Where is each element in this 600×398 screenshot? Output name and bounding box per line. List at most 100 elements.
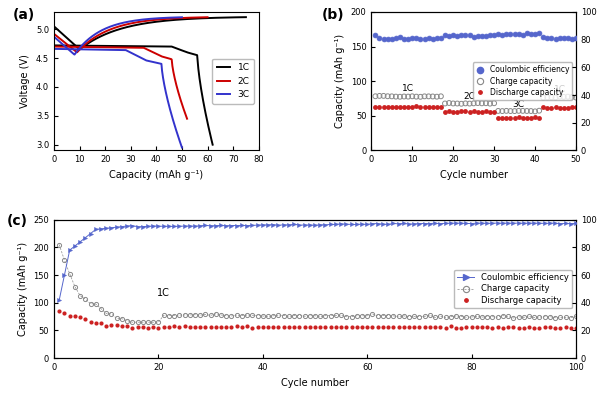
Point <box>535 107 544 114</box>
Point <box>571 35 581 41</box>
Point <box>452 109 462 115</box>
Point <box>571 94 581 101</box>
Point <box>522 115 532 121</box>
Point <box>559 35 569 41</box>
Point <box>391 35 401 41</box>
Point <box>461 108 470 115</box>
Point <box>424 93 433 100</box>
Point <box>465 108 475 115</box>
Y-axis label: Voltage (V): Voltage (V) <box>20 54 31 108</box>
Point <box>461 32 470 39</box>
Legend: Coulombic efficiency, Charge capacity, Discharge capacity: Coulombic efficiency, Charge capacity, D… <box>473 62 572 100</box>
Point <box>469 108 478 114</box>
Point <box>493 31 503 38</box>
Point <box>395 104 405 111</box>
X-axis label: Cycle number: Cycle number <box>440 170 508 180</box>
Point <box>412 103 421 109</box>
Point <box>407 35 417 42</box>
Point <box>538 94 548 101</box>
Point <box>493 108 503 114</box>
Point <box>379 93 388 99</box>
Point <box>461 100 470 107</box>
X-axis label: Capacity (mAh g⁻¹): Capacity (mAh g⁻¹) <box>109 170 203 180</box>
Point <box>481 33 491 39</box>
Point <box>542 105 552 111</box>
Point <box>535 115 544 121</box>
Point <box>547 35 556 41</box>
Point <box>371 104 380 110</box>
Point <box>407 93 417 100</box>
Y-axis label: Capacity (mAh g⁻¹): Capacity (mAh g⁻¹) <box>18 242 28 336</box>
Point <box>510 31 520 37</box>
Legend: 1C, 2C, 3C: 1C, 2C, 3C <box>212 59 254 104</box>
Point <box>477 100 487 107</box>
Point <box>530 108 540 115</box>
Point <box>457 108 466 115</box>
Point <box>481 100 491 106</box>
Point <box>428 36 437 42</box>
Point <box>526 115 536 121</box>
Legend: Coulombic efficiency, Charge capacity, Discharge capacity: Coulombic efficiency, Charge capacity, D… <box>454 269 572 308</box>
Point <box>497 115 507 121</box>
Point <box>440 32 450 38</box>
Point <box>571 104 581 111</box>
Point <box>510 108 520 114</box>
Text: 2C: 2C <box>464 92 475 101</box>
Point <box>559 94 569 100</box>
Point <box>514 114 523 121</box>
Point <box>502 115 511 121</box>
Point <box>371 32 380 39</box>
Point <box>493 114 503 121</box>
Text: 1C: 1C <box>402 84 414 93</box>
Point <box>551 94 560 101</box>
Point <box>383 35 392 42</box>
Point <box>465 31 475 38</box>
Point <box>563 35 572 41</box>
Point <box>497 108 507 114</box>
Point <box>522 29 532 36</box>
Point <box>518 115 527 121</box>
Point <box>436 104 446 111</box>
Point <box>399 36 409 42</box>
Point <box>465 100 475 107</box>
Point <box>383 93 392 100</box>
Point <box>379 103 388 110</box>
Point <box>563 94 572 100</box>
Point <box>555 105 565 111</box>
Point <box>514 31 523 37</box>
Text: (c): (c) <box>7 214 28 228</box>
Point <box>374 104 384 110</box>
Point <box>403 94 413 100</box>
Point <box>399 103 409 110</box>
Point <box>436 35 446 41</box>
Point <box>432 94 442 100</box>
Point <box>514 107 523 114</box>
Point <box>416 103 425 110</box>
Point <box>497 32 507 38</box>
Point <box>448 32 458 38</box>
Point <box>551 35 560 42</box>
Point <box>530 114 540 121</box>
Point <box>469 100 478 107</box>
Point <box>502 108 511 114</box>
Point <box>407 104 417 110</box>
Point <box>420 36 430 42</box>
Text: (a): (a) <box>13 8 35 22</box>
Point <box>424 103 433 110</box>
Point <box>416 94 425 100</box>
Point <box>473 100 482 106</box>
Point <box>387 93 397 100</box>
Point <box>448 100 458 107</box>
Point <box>395 34 405 41</box>
Y-axis label: Capacity (mAh g⁻¹): Capacity (mAh g⁻¹) <box>335 34 345 128</box>
Point <box>469 34 478 40</box>
Point <box>490 100 499 106</box>
Point <box>444 100 454 106</box>
Point <box>485 109 495 115</box>
Point <box>567 36 577 42</box>
Point <box>387 36 397 43</box>
Point <box>440 100 450 107</box>
Point <box>420 93 430 100</box>
Point <box>432 104 442 110</box>
Point <box>538 34 548 40</box>
